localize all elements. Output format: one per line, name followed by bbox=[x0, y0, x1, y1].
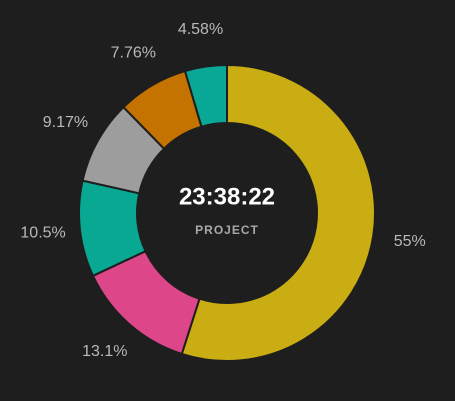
slice bbox=[184, 64, 228, 128]
donut bbox=[78, 64, 376, 362]
center-subtitle: PROJECT bbox=[195, 223, 259, 237]
center-title: 23:38:22 bbox=[179, 183, 275, 210]
slice bbox=[180, 64, 376, 362]
slice-label: 7.76% bbox=[111, 45, 156, 62]
slice-label: 9.17% bbox=[43, 114, 88, 131]
slice-label: 13.1% bbox=[82, 343, 127, 360]
slice-label: 4.58% bbox=[178, 21, 223, 38]
slice-label: 10.5% bbox=[20, 224, 65, 241]
slice-label: 55% bbox=[394, 233, 426, 250]
